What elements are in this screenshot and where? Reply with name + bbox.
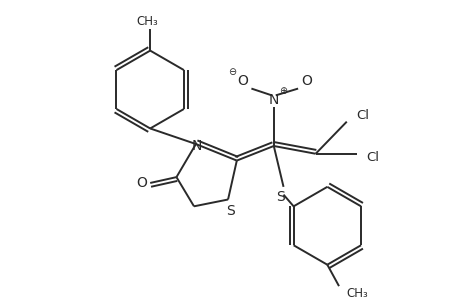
Text: O: O	[301, 74, 312, 88]
Text: S: S	[276, 190, 285, 204]
Text: CH₃: CH₃	[136, 15, 158, 28]
Text: Cl: Cl	[356, 109, 369, 122]
Text: O: O	[136, 176, 146, 190]
Text: ⊕: ⊕	[279, 85, 287, 95]
Text: S: S	[226, 204, 235, 218]
Text: N: N	[191, 139, 202, 153]
Text: Cl: Cl	[365, 151, 378, 164]
Text: CH₃: CH₃	[346, 287, 368, 300]
Text: ⊖: ⊖	[227, 67, 235, 77]
Text: O: O	[237, 74, 247, 88]
Text: N: N	[268, 93, 278, 107]
